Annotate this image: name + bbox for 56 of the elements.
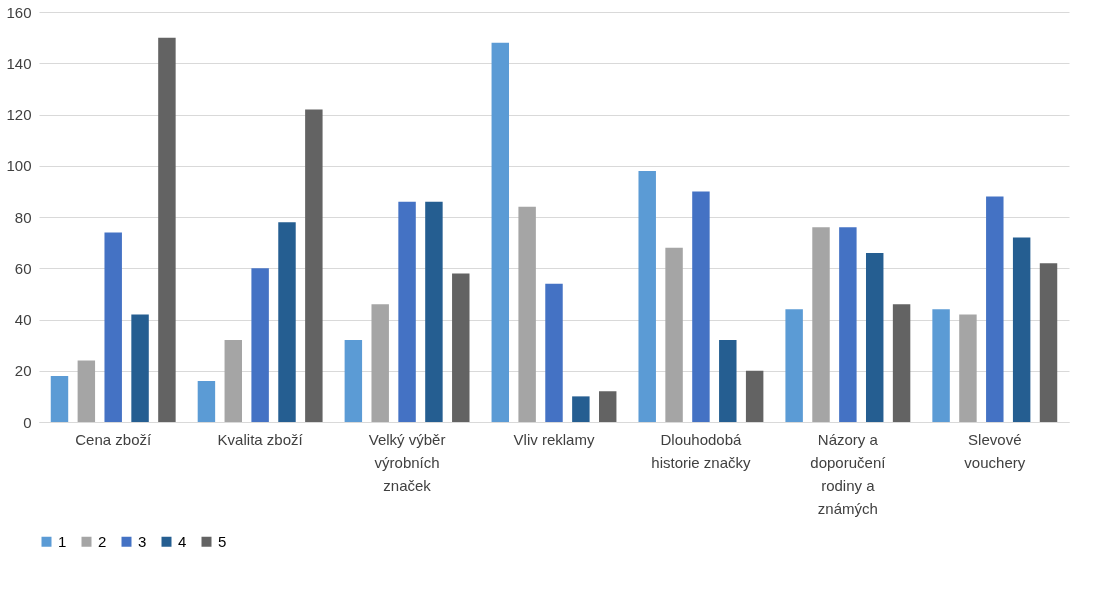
bar [104, 232, 122, 422]
legend-label: 1 [58, 532, 67, 550]
bar [398, 201, 416, 422]
y-tick-label: 100 [6, 157, 32, 175]
y-tick-label: 160 [6, 3, 32, 21]
y-tick-label: 0 [23, 413, 32, 431]
bar [251, 268, 269, 422]
bar [812, 227, 830, 422]
y-tick-label: 60 [14, 259, 32, 277]
bar [452, 273, 470, 422]
bar [131, 314, 149, 422]
legend-label: 5 [218, 532, 227, 550]
bar [224, 340, 242, 422]
bar [839, 227, 857, 422]
y-tick-label: 40 [14, 311, 32, 328]
bar [158, 37, 176, 422]
bar [665, 247, 683, 422]
bar [692, 191, 710, 422]
bar [892, 304, 911, 422]
bar [305, 109, 323, 422]
legend-label: 4 [178, 532, 187, 550]
bar [425, 201, 443, 422]
bar [491, 42, 510, 422]
bar [344, 340, 363, 422]
y-tick-label: 140 [6, 54, 32, 72]
bar [959, 314, 977, 422]
bar [745, 370, 764, 422]
x-tick-label: Dlouhodobá historie značky [651, 430, 752, 471]
bar [1039, 263, 1058, 422]
bar [866, 252, 884, 422]
x-tick-label: Vliv reklamy [513, 430, 595, 448]
bar [371, 304, 389, 422]
x-tick-label: Velký výběr výrobních značek [368, 430, 446, 494]
y-tick-label: 80 [14, 208, 32, 226]
bar [1012, 237, 1031, 422]
legend-label: 2 [98, 532, 107, 550]
bar [719, 340, 737, 422]
bar [77, 360, 96, 422]
bar [50, 375, 69, 422]
legend-label: 3 [138, 532, 147, 550]
bar [932, 309, 950, 422]
bar [572, 396, 590, 422]
x-tick-label: Slevové vouchery [964, 430, 1026, 471]
y-tick-label: 20 [14, 362, 32, 380]
bar [545, 283, 563, 422]
bar [638, 170, 656, 422]
bar [986, 196, 1004, 422]
bar [598, 391, 617, 422]
y-tick-label: 120 [6, 106, 32, 123]
bar [278, 222, 296, 422]
bar [518, 206, 536, 422]
bar [197, 381, 216, 422]
x-tick-label: Cena zboží [75, 430, 152, 448]
x-tick-label: Názory a doporučení rodiny a známých [810, 430, 887, 517]
bar [785, 309, 803, 422]
x-tick-label: Kvalita zboží [217, 430, 304, 448]
